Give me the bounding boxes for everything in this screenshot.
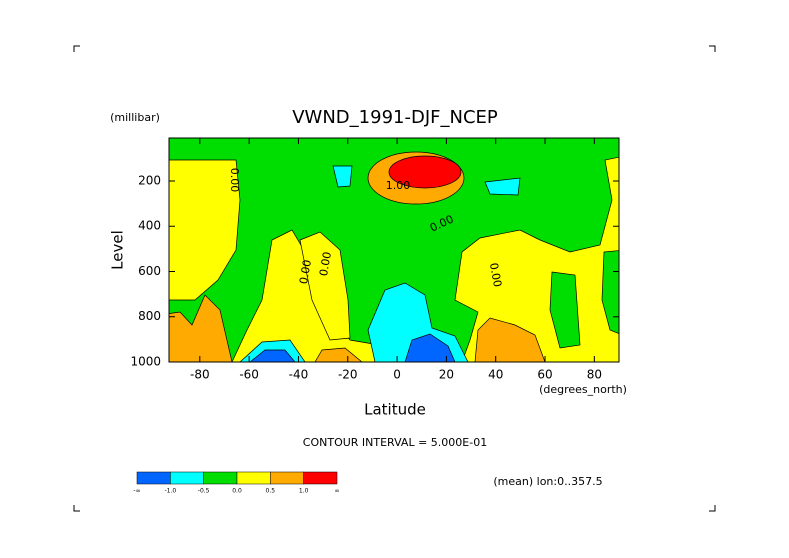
contour-region (388, 155, 462, 189)
x-tick-label: -80 (190, 368, 210, 382)
y-axis-label: Level (109, 230, 127, 270)
contour-label: 0.00 (297, 259, 314, 285)
contour-region (404, 333, 456, 362)
chart-title: VWND_1991-DJF_NCEP (292, 107, 498, 128)
colorbar-label: -∞ (133, 488, 140, 495)
contour-region (474, 317, 546, 362)
contour-region (249, 349, 296, 362)
colorbar-label: -0.5 (198, 488, 210, 495)
x-axis-label: Latitude (364, 401, 426, 419)
contour-region (314, 347, 363, 362)
colorbar-swatch (270, 471, 304, 485)
x-tick-label: 0 (393, 368, 401, 382)
footer: (mean) lon:0..357.5 (493, 475, 602, 488)
x-unit: (degrees_north) (539, 383, 627, 396)
colorbar-label: 1.0 (299, 488, 309, 495)
corner-marks (73, 45, 716, 512)
contour-label: 0.00 (317, 251, 334, 277)
x-tick-label: -60 (239, 368, 259, 382)
contour-label: 1.00 (386, 179, 411, 192)
y-tick-label: 800 (138, 309, 161, 323)
colorbar-swatch (303, 471, 338, 485)
x-tick-label: 20 (439, 368, 454, 382)
contour-interval: CONTOUR INTERVAL = 5.000E-01 (303, 436, 487, 449)
colorbar-swatch (236, 471, 271, 485)
y-unit: (millibar) (110, 111, 160, 124)
contour-region (299, 231, 351, 341)
colorbar-label: 0.5 (266, 488, 276, 495)
x-tick-label: -40 (289, 368, 309, 382)
plot-frame (168, 137, 620, 363)
colorbar-label: 0.0 (232, 488, 242, 495)
contour-region (484, 177, 521, 196)
contour-region (549, 271, 581, 349)
y-tick-label: 200 (138, 173, 161, 187)
field (169, 138, 619, 362)
contour-label: 0.00 (228, 168, 241, 193)
colorbar-label: ∞ (335, 488, 340, 495)
contour-label: 0.00 (487, 262, 504, 288)
colorbar-label: -1.0 (164, 488, 176, 495)
contour-region (169, 294, 233, 362)
y-tick-label: 400 (138, 219, 161, 233)
x-tick-label: -20 (338, 368, 358, 382)
y-tick-label: 600 (138, 264, 161, 278)
colorbar-swatch (136, 471, 171, 485)
contour-region (332, 165, 353, 188)
colorbar-swatch (203, 471, 238, 485)
x-tick-label: 80 (587, 368, 602, 382)
colorbar-swatch (170, 471, 204, 485)
x-tick-label: 60 (537, 368, 552, 382)
y-tick-label: 1000 (130, 355, 161, 369)
x-tick-label: 40 (488, 368, 503, 382)
